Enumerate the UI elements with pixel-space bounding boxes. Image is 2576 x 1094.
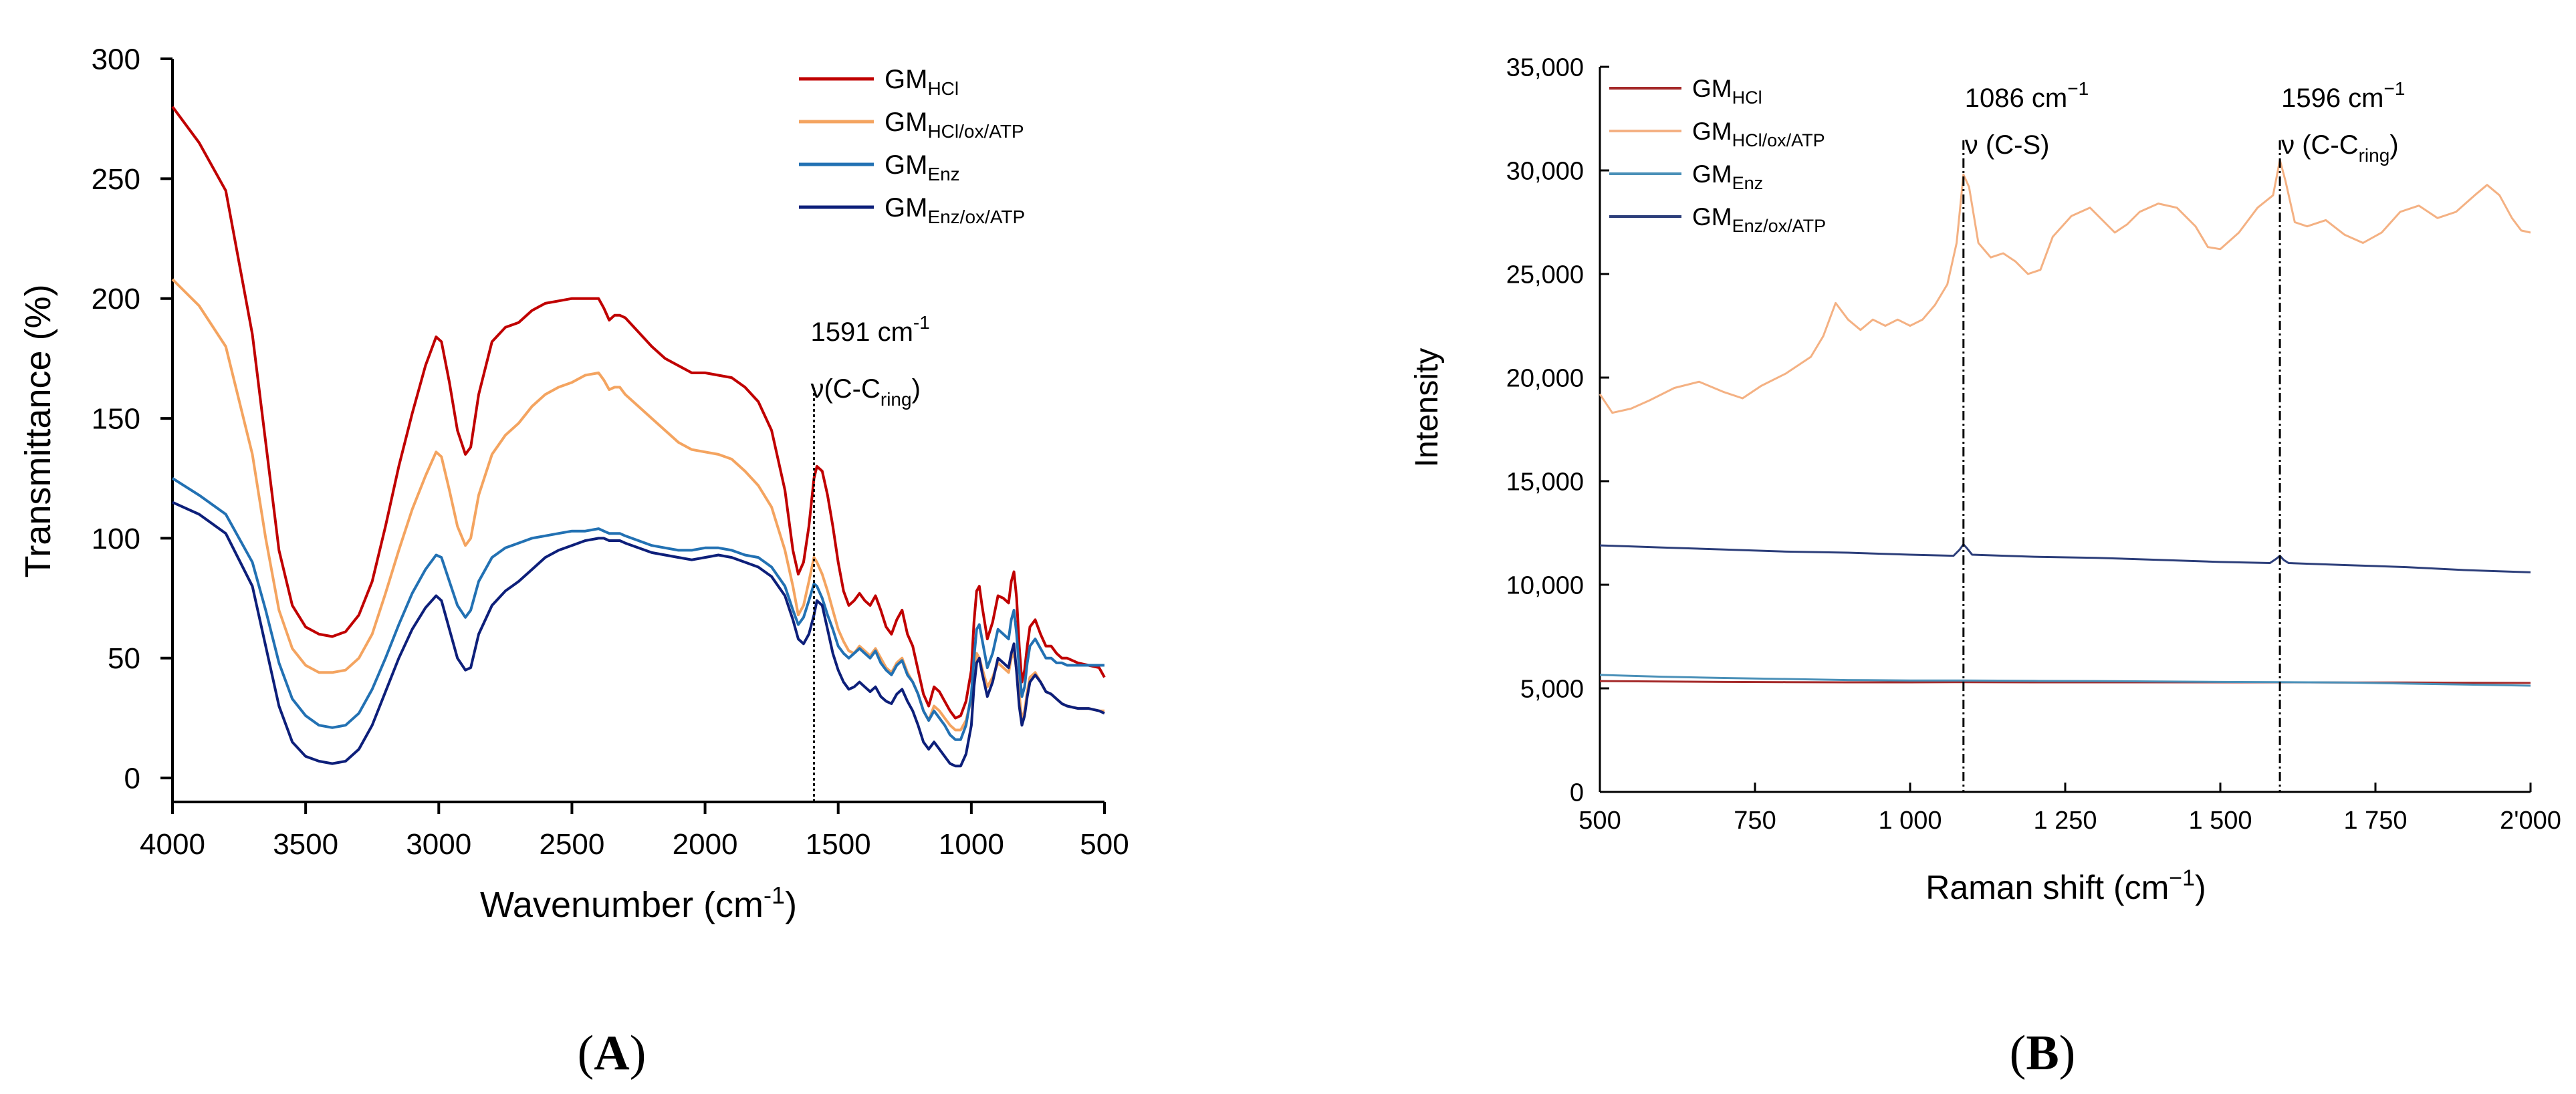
panel-b-x-tick-label: 1 000 [1878, 807, 1942, 835]
panel-a-y-tick-label: 200 [92, 283, 140, 315]
panel-a-y-tick-label: 50 [108, 642, 140, 675]
panel-a-chart: 0 50 100 150 200 250 300 4000 3500 3000 2500 2000 15… [18, 43, 1129, 1081]
panel-a-x-tick-label: 1500 [806, 828, 871, 861]
panel-a-annotations: 1591 cm-1 ν(C-Cring) [810, 312, 930, 802]
panel-a-y-axis-title: Transmittance (%) [18, 284, 58, 577]
panel-a-y-tick-label: 100 [92, 523, 140, 555]
panel-a-label: (A) [578, 1026, 647, 1081]
panel-a-x-tick-label: 2000 [673, 828, 738, 861]
panel-a-series-line-hcl [171, 106, 1106, 720]
panel-a-annotation-wavenumber: 1591 cm-1 [810, 312, 929, 347]
panel-a-series-line-enz-ox-atp [172, 501, 1105, 768]
panel-a-x-tick-label: 3500 [273, 828, 338, 861]
panel-b-series [1599, 159, 2531, 687]
panel-b-annotation-mode: ν (C-S) [1965, 130, 2050, 160]
panel-b-series-line-enz [1599, 674, 2531, 687]
panel-b-x-tick-label: 2'000 [2500, 807, 2561, 835]
panel-a-y-tick-label: 300 [92, 43, 140, 76]
panel-a-legend: GMHCl GMHCl/ox/ATP GMEnz GMEnz/ox/ATP [799, 65, 1025, 227]
panel-b-annotation-wavenumber: 1596 cm−1 [2281, 78, 2405, 113]
panel-a-series-line-enz [171, 477, 1104, 741]
panel-b-y-tick-label: 5,000 [1520, 675, 1584, 703]
panel-b-x-tick-label: 1 750 [2343, 807, 2407, 835]
panel-a-x-tick-label: 4000 [140, 828, 205, 861]
panel-b-y-axis-title: Intensity [1409, 348, 1445, 468]
panel-b-label: (B) [2010, 1026, 2076, 1081]
panel-b-legend-entry: GMEnz [1692, 160, 1763, 193]
panel-b-x-tick-label: 1 500 [2188, 807, 2252, 835]
panel-a-series-line-hcl-ox-atp [171, 278, 1104, 732]
panel-a-legend-entry: GMEnz/ox/ATP [885, 193, 1025, 227]
panel-a-y-tick-label: 150 [92, 402, 140, 435]
panel-b-y-tick-label: 30,000 [1506, 157, 1584, 185]
panel-b-x-axis-title: Raman shift (cm−1) [1925, 865, 2206, 906]
panel-a-x-tick-label: 1000 [939, 828, 1004, 861]
panel-b-y-tick-label: 20,000 [1506, 364, 1584, 392]
panel-a-legend-entry: GMEnz [885, 150, 960, 184]
panel-a-x-tick-label: 3000 [406, 828, 471, 861]
panel-b-annotation-wavenumber: 1086 cm−1 [1965, 78, 2089, 113]
panel-b-legend: GMHCl GMHCl/ox/ATP GMEnz GMEnz/ox/ATP [1609, 75, 1826, 236]
panel-b-ticks: 0 5,000 10,000 15,000 20,000 25,000 30,000 35,0… [1506, 53, 2561, 835]
panel-a-ticks: 0 50 100 150 200 250 300 4000 3500 3000 2500 2000 15… [92, 43, 1129, 861]
panel-b-y-tick-label: 25,000 [1506, 261, 1584, 289]
panel-a-x-tick-label: 2500 [539, 828, 604, 861]
panel-b-annotation-mode: ν (C-Cring) [2281, 130, 2399, 166]
panel-a-annotation-mode: ν(C-Cring) [810, 374, 920, 410]
panel-b-chart: 0 5,000 10,000 15,000 20,000 25,000 30,000 35,0… [1409, 53, 2561, 1081]
panel-b-y-tick-label: 0 [1570, 779, 1584, 807]
panel-b-series-line-hcl-ox-atp [1599, 159, 2531, 414]
panel-a-y-tick-label: 0 [124, 763, 140, 795]
panel-b-y-tick-label: 10,000 [1506, 571, 1584, 599]
panel-b-x-tick-label: 1 250 [2033, 807, 2097, 835]
panel-a-y-tick-label: 250 [92, 163, 140, 196]
panel-a-legend-entry: GMHCl/ox/ATP [885, 108, 1024, 142]
panel-a-series [171, 106, 1106, 768]
panel-b-y-tick-label: 35,000 [1506, 53, 1584, 82]
panel-b-annotations: 1086 cm−1 ν (C-S) 1596 cm−1 ν (C-Cring) [1962, 78, 2405, 792]
panel-b-x-tick-label: 750 [1734, 807, 1776, 835]
panel-b-legend-entry: GMHCl/ox/ATP [1692, 118, 1825, 150]
panel-a-legend-entry: GMHCl [885, 65, 959, 99]
panel-b-x-tick-label: 500 [1578, 807, 1621, 835]
panel-a-axes [171, 59, 1104, 803]
panel-b-y-tick-label: 15,000 [1506, 468, 1584, 496]
panel-b-legend-entry: GMHCl [1692, 75, 1762, 108]
panel-a-x-axis-title: Wavenumber (cm-1) [480, 881, 797, 925]
panel-b-legend-entry: GMEnz/ox/ATP [1692, 203, 1826, 236]
panel-b-series-line-enz-ox-atp [1599, 543, 2531, 573]
panel-a-x-tick-label: 500 [1080, 828, 1129, 861]
